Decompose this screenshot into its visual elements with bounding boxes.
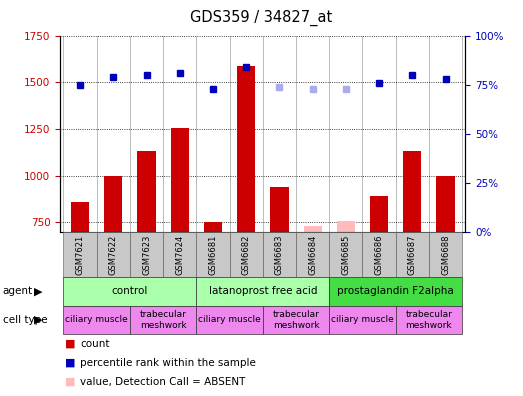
Text: count: count	[80, 339, 109, 349]
Bar	[303, 226, 322, 232]
Text: GSM6687: GSM6687	[408, 234, 417, 275]
Text: prostaglandin F2alpha: prostaglandin F2alpha	[337, 286, 454, 297]
Text: agent: agent	[3, 286, 33, 297]
Text: GSM6686: GSM6686	[374, 234, 383, 275]
Text: ■: ■	[65, 339, 76, 349]
Text: GSM6681: GSM6681	[209, 234, 218, 274]
Text: ▶: ▶	[34, 315, 42, 325]
Text: control: control	[112, 286, 148, 297]
Bar	[270, 187, 289, 232]
Text: trabecular
meshwork: trabecular meshwork	[140, 310, 187, 329]
Text: GSM7623: GSM7623	[142, 234, 151, 274]
Bar	[436, 176, 454, 232]
Text: GSM6683: GSM6683	[275, 234, 284, 275]
Bar	[337, 221, 355, 232]
Text: GSM6685: GSM6685	[342, 234, 350, 274]
Text: ciliary muscle: ciliary muscle	[331, 316, 394, 324]
Text: GDS359 / 34827_at: GDS359 / 34827_at	[190, 10, 333, 26]
Bar	[71, 202, 89, 232]
Bar	[104, 176, 122, 232]
Text: trabecular
meshwork: trabecular meshwork	[405, 310, 452, 329]
Text: percentile rank within the sample: percentile rank within the sample	[80, 358, 256, 368]
Text: trabecular
meshwork: trabecular meshwork	[272, 310, 320, 329]
Text: ciliary muscle: ciliary muscle	[198, 316, 261, 324]
Text: cell type: cell type	[3, 315, 47, 325]
Text: GSM6684: GSM6684	[308, 234, 317, 274]
Text: ■: ■	[65, 377, 76, 387]
Text: GSM7624: GSM7624	[175, 234, 184, 274]
Text: GSM7622: GSM7622	[109, 234, 118, 274]
Text: latanoprost free acid: latanoprost free acid	[209, 286, 317, 297]
Text: GSM7621: GSM7621	[76, 234, 85, 274]
Text: GSM6688: GSM6688	[441, 234, 450, 275]
Text: ciliary muscle: ciliary muscle	[65, 316, 128, 324]
Bar	[170, 128, 189, 232]
Bar	[138, 151, 156, 232]
Bar	[237, 65, 255, 232]
Bar	[204, 222, 222, 232]
Bar	[403, 151, 422, 232]
Text: GSM6682: GSM6682	[242, 234, 251, 274]
Text: value, Detection Call = ABSENT: value, Detection Call = ABSENT	[80, 377, 245, 387]
Text: ■: ■	[65, 358, 76, 368]
Text: ▶: ▶	[34, 286, 42, 297]
Bar	[370, 196, 388, 232]
